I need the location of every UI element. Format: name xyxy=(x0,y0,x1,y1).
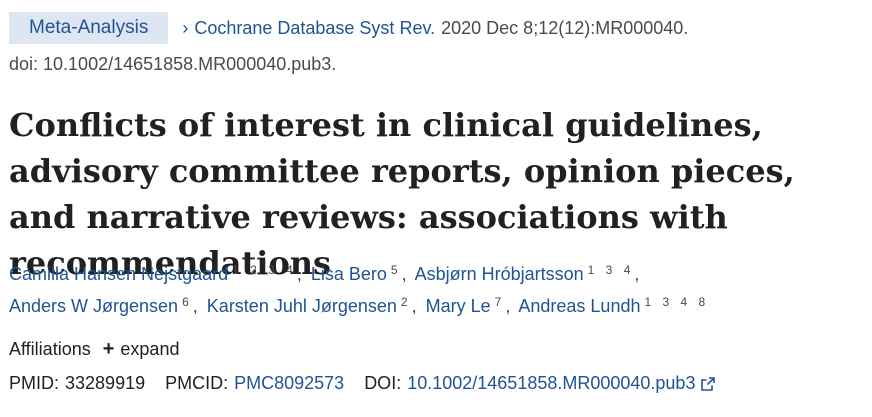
citation-details: 2020 Dec 8;12(12):MR000040. xyxy=(441,17,689,38)
author-affiliation-refs[interactable]: 7 xyxy=(494,295,506,309)
pmid-label: PMID: xyxy=(9,373,60,393)
journal-source: › Cochrane Database Syst Rev. 2020 Dec 8… xyxy=(182,18,688,39)
doi-label: DOI: xyxy=(364,373,402,393)
external-link-icon[interactable] xyxy=(701,376,716,391)
expand-link[interactable]: expand xyxy=(120,339,180,359)
affiliations-label: Affiliations xyxy=(9,339,91,359)
author-affiliation-refs[interactable]: 5 xyxy=(390,263,402,277)
doi-link[interactable]: 10.1002/14651858.MR000040.pub3 xyxy=(407,373,696,393)
author-item: Andreas Lundh 1 3 4 8 xyxy=(518,295,710,316)
author-affiliation-refs[interactable]: 6 xyxy=(182,295,193,309)
author-link[interactable]: Andreas Lundh xyxy=(518,296,641,316)
author-item: Karsten Juhl Jørgensen 2, xyxy=(206,295,417,316)
author-link[interactable]: Camilla Hansen Nejstgaard xyxy=(9,264,229,284)
author-link[interactable]: Mary Le xyxy=(425,296,491,316)
pmcid-link[interactable]: PMC8092573 xyxy=(234,373,345,393)
identifiers-row: PMID: 33289919 PMCID: PMC8092573 DOI: 10… xyxy=(9,373,716,394)
author-item: Anders W Jørgensen 6, xyxy=(9,295,198,316)
authors-list: Camilla Hansen Nejstgaard 1 2 3 4, Lisa B… xyxy=(9,259,869,323)
plus-icon[interactable]: + xyxy=(102,338,115,360)
author-item: Lisa Bero 5, xyxy=(310,263,407,284)
author-link[interactable]: Asbjørn Hróbjartsson xyxy=(414,264,584,284)
affiliations-toggle[interactable]: Affiliations + expand xyxy=(9,338,179,361)
article-title: Conflicts of interest in clinical guidel… xyxy=(9,106,795,282)
citation-row: Meta-Analysis › Cochrane Database Syst R… xyxy=(9,12,688,44)
publication-type-badge[interactable]: Meta-Analysis xyxy=(9,12,169,44)
author-affiliation-refs[interactable]: 1 2 3 4 xyxy=(232,263,297,277)
doi-text: doi: 10.1002/14651858.MR000040.pub3. xyxy=(9,54,337,74)
author-item: Camilla Hansen Nejstgaard 1 2 3 4, xyxy=(9,263,302,284)
author-affiliation-refs[interactable]: 2 xyxy=(400,295,412,309)
journal-link[interactable]: Cochrane Database Syst Rev. xyxy=(194,17,436,38)
author-item: Mary Le 7, xyxy=(425,295,511,316)
author-affiliation-refs[interactable]: 1 3 4 8 xyxy=(644,295,710,309)
author-link[interactable]: Lisa Bero xyxy=(310,264,387,284)
author-item: Asbjørn Hróbjartsson 1 3 4, xyxy=(414,263,640,284)
author-link[interactable]: Karsten Juhl Jørgensen xyxy=(206,296,397,316)
chevron-right-icon: › xyxy=(182,17,189,38)
author-affiliation-refs[interactable]: 1 3 4 xyxy=(587,263,635,277)
author-link[interactable]: Anders W Jørgensen xyxy=(9,296,179,316)
pmcid-label: PMCID: xyxy=(165,373,229,393)
pmid-value: 33289919 xyxy=(65,373,146,393)
